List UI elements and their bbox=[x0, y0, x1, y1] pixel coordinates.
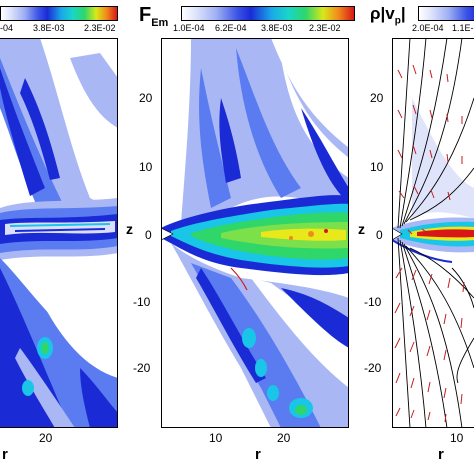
colorbar-tick: 6.2E-04 bbox=[215, 23, 247, 33]
y-tick-label: -20 bbox=[133, 361, 151, 375]
colorbar-tick: -04 bbox=[0, 23, 14, 33]
title-subscript: p bbox=[394, 15, 401, 27]
colorbar-right bbox=[418, 6, 474, 21]
colorbar-middle bbox=[181, 6, 355, 21]
x-tick-label: 20 bbox=[39, 431, 53, 445]
colorbar-tick: 1.1E- bbox=[452, 23, 474, 33]
y-tick-label: 20 bbox=[370, 91, 384, 105]
title-main: ρ|v bbox=[370, 4, 395, 23]
y-tick-label: -10 bbox=[364, 295, 382, 309]
x-tick-label: 10 bbox=[450, 431, 464, 445]
colorbar-tick: 2.3E-02 bbox=[84, 23, 116, 33]
colorbar-left bbox=[0, 6, 118, 21]
y-tick-label: 10 bbox=[139, 160, 153, 174]
plot-frame-left bbox=[0, 38, 118, 428]
y-axis-label: z bbox=[358, 221, 365, 237]
colorbar-tick: 1.0E-04 bbox=[173, 23, 205, 33]
colorbar-tick: 2.3E-02 bbox=[309, 23, 341, 33]
y-tick-label: -10 bbox=[133, 295, 151, 309]
y-tick-label: 10 bbox=[370, 160, 384, 174]
velocity-arrows bbox=[394, 64, 465, 423]
y-axis-label: z bbox=[126, 221, 133, 237]
contour-plot-left bbox=[0, 38, 118, 428]
y-tick-label: 20 bbox=[139, 91, 153, 105]
x-axis-label: r bbox=[2, 446, 8, 463]
title-main: F bbox=[139, 4, 152, 26]
plot-frame-right bbox=[392, 38, 474, 428]
colorbar-tick: 3.8E-03 bbox=[261, 23, 293, 33]
title-subscript: Em bbox=[151, 17, 169, 29]
y-tick-label: 0 bbox=[145, 228, 152, 242]
density-vector-plot-right bbox=[392, 38, 474, 428]
field-lines bbox=[397, 38, 474, 428]
plot-frame-middle bbox=[161, 38, 349, 428]
x-axis-label: r bbox=[438, 446, 444, 463]
panel-middle: FEm 1.0E-04 6.2E-04 3.8E-03 2.3E-02 20 1… bbox=[125, 0, 355, 474]
panel-left: -04 3.8E-03 2.3E-02 20 r bbox=[0, 0, 120, 474]
contour-plot-middle bbox=[161, 38, 349, 428]
title-end: | bbox=[400, 4, 406, 23]
panel-title: FEm bbox=[139, 4, 168, 29]
colorbar-tick: 2.0E-04 bbox=[412, 23, 444, 33]
x-tick-label: 20 bbox=[277, 431, 291, 445]
y-tick-label: -20 bbox=[364, 361, 382, 375]
y-tick-label: 0 bbox=[376, 228, 383, 242]
panel-right: ρ|vp| 2.0E-04 1.1E- 20 10 0 -10 -20 z bbox=[358, 0, 474, 474]
panel-title: ρ|vp| bbox=[370, 4, 406, 26]
colorbar-tick: 3.8E-03 bbox=[33, 23, 65, 33]
x-axis-label: r bbox=[255, 446, 261, 463]
x-tick-label: 10 bbox=[209, 431, 223, 445]
